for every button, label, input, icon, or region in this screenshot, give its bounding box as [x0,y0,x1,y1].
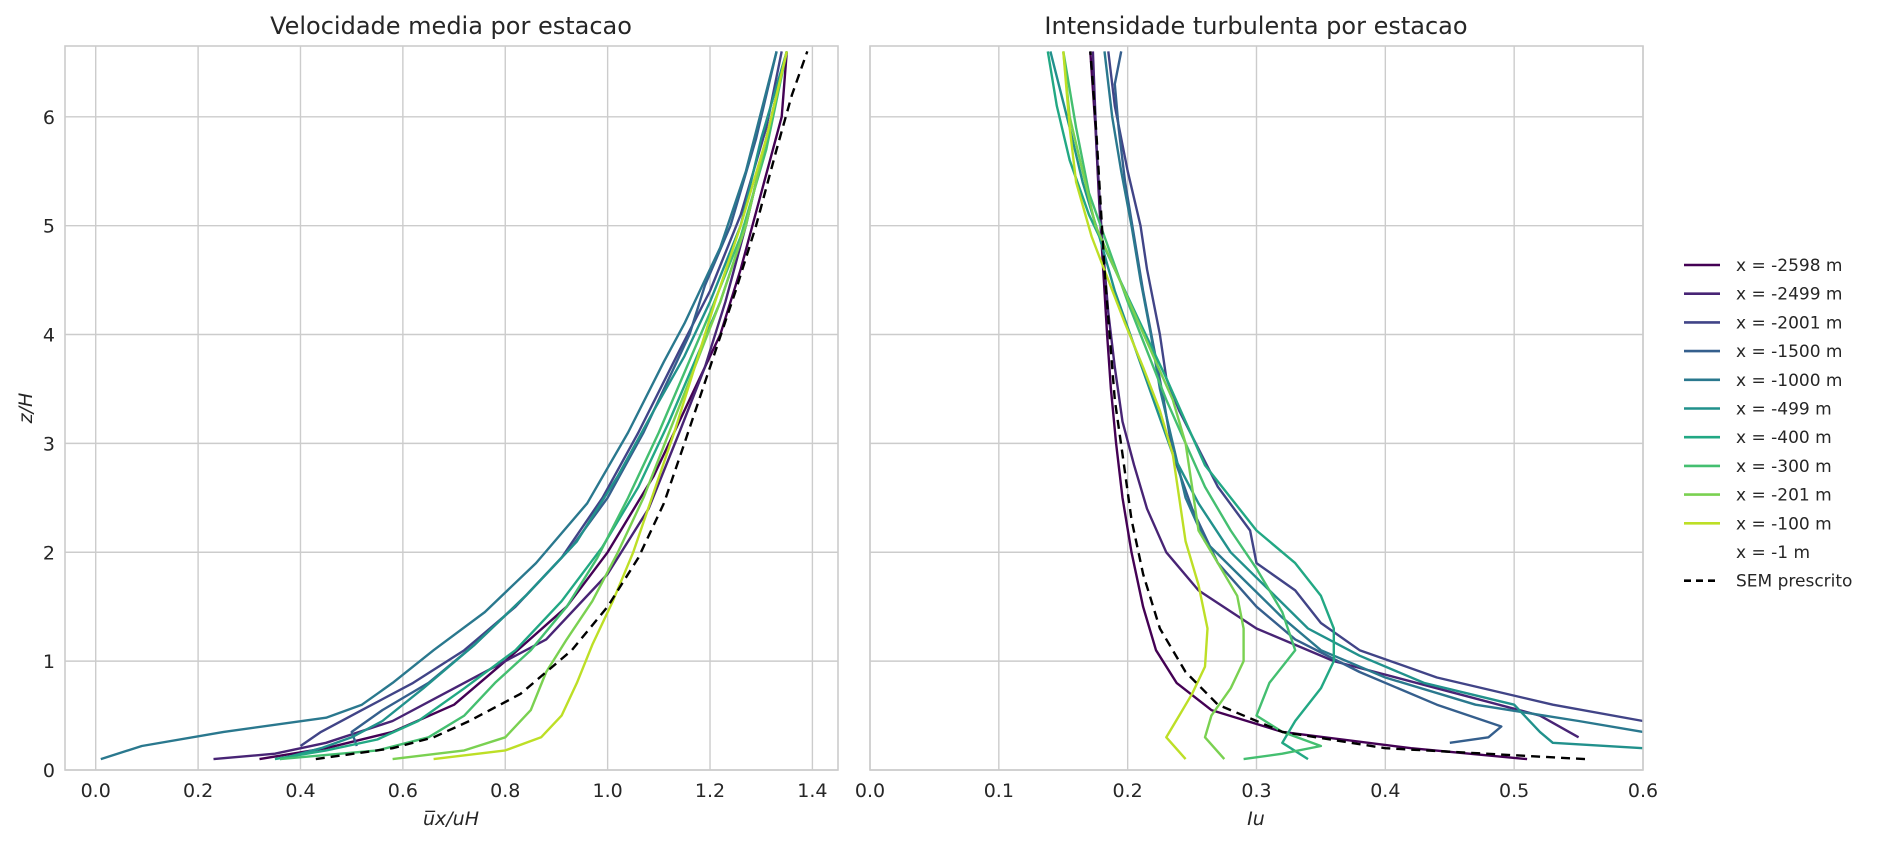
legend-label: x = -2001 m [1736,313,1842,333]
right-panel: 0.0 0.1 0.2 0.3 0.4 0.5 0.6 Intensidade turbul… [855,12,1658,830]
left-x-tick-label: 0.6 [388,780,418,802]
right-series-line [1062,51,1245,760]
right-series-line [1046,51,1336,761]
left-title: Velocidade media por estacao [270,12,632,40]
legend-label: x = -201 m [1736,486,1832,506]
legend-label: x = -499 m [1736,400,1832,420]
left-y-tick-label: 6 [43,107,55,129]
left-y-axis-label: z/H [15,393,37,425]
legend-label: x = -1000 m [1736,371,1842,391]
left-series-line [100,51,778,761]
left-x-tick-label: 0.2 [183,780,213,802]
left-x-tick-label: 0.8 [490,780,520,802]
left-panel: 0.0 0.2 0.4 0.6 0.8 1.0 1.2 1.4 0 1 2 3 4 5 6 Velocid… [15,12,839,830]
right-x-tick-label: 0.3 [1241,780,1271,802]
legend-label: x = -1 m [1736,543,1810,563]
left-x-axis-label: u̅x/uH [423,808,479,830]
left-series-line [279,51,788,761]
legend-label: x = -2598 m [1736,256,1842,276]
left-x-tick-label: 0.4 [285,780,315,802]
left-series-line [433,51,788,761]
legend: x = -2598 m x = -2499 m x = -2001 m x = -15… [1684,256,1852,592]
left-x-tick-label: 1.0 [593,780,623,802]
right-series-line [1103,51,1644,734]
left-plot-area [65,46,838,770]
right-frame [869,45,1644,771]
right-lines [1046,51,1644,761]
left-x-tick-label: 0.0 [81,780,111,802]
right-x-tick-labels: 0.0 0.1 0.2 0.3 0.4 0.5 0.6 [855,780,1658,802]
left-y-tick-label: 2 [43,542,55,564]
right-x-axis-label: Iu [1247,808,1265,830]
right-series-line [1062,51,1209,760]
left-y-tick-label: 3 [43,433,55,455]
left-y-tick-labels: 0 1 2 3 4 5 6 [43,107,55,782]
legend-label: x = -100 m [1736,514,1832,534]
left-series-line [279,51,788,761]
left-series-line [315,51,809,761]
legend-label: x = -1500 m [1736,342,1842,362]
right-x-tick-label: 0.5 [1499,780,1529,802]
left-y-tick-label: 4 [43,325,55,347]
left-x-tick-label: 1.2 [695,780,725,802]
left-lines [100,51,809,761]
right-x-tick-label: 0.0 [855,780,885,802]
left-series-line [392,51,788,761]
right-title: Intensidade turbulenta por estacao [1044,12,1467,40]
left-frame [64,45,839,771]
legend-label: x = -2499 m [1736,285,1842,305]
left-y-tick-label: 0 [43,760,55,782]
left-x-tick-label: 1.4 [797,780,827,802]
right-x-tick-label: 0.2 [1113,780,1143,802]
left-y-tick-label: 5 [43,216,55,238]
legend-label: SEM prescrito [1736,572,1852,592]
legend-label: x = -400 m [1736,428,1832,448]
right-series-line [1089,51,1586,761]
right-x-tick-label: 0.6 [1628,780,1658,802]
left-x-tick-labels: 0.0 0.2 0.4 0.6 0.8 1.0 1.2 1.4 [81,780,828,802]
left-series-line [299,51,783,747]
legend-label: x = -300 m [1736,457,1832,477]
right-x-tick-label: 0.1 [984,780,1014,802]
left-y-tick-label: 1 [43,651,55,673]
right-x-tick-label: 0.4 [1370,780,1400,802]
